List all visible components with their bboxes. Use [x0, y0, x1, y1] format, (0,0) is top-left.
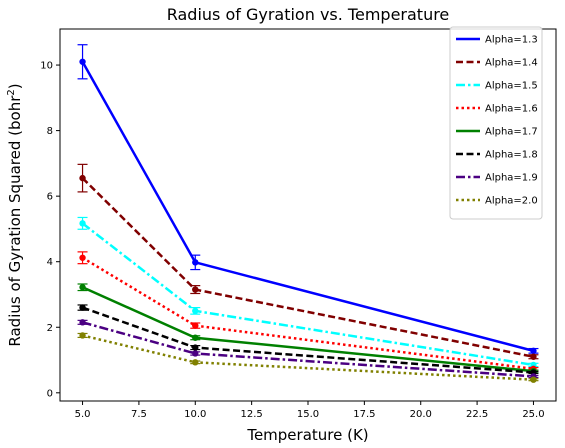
x-tick-label: 15.0: [297, 409, 319, 420]
x-tick-label: 17.5: [353, 409, 375, 420]
y-tick-label: 2: [47, 323, 53, 334]
y-axis-label-main: Radius of Gyration Squared (bohr: [6, 95, 24, 347]
series-7: [77, 319, 539, 380]
series-layer: [77, 44, 539, 383]
legend-label: Alpha=1.9: [485, 173, 538, 184]
series-2: [77, 163, 539, 360]
data-point: [530, 376, 537, 383]
y-axis-label: Radius of Gyration Squared (bohr2): [6, 83, 24, 346]
legend-label: Alpha=1.8: [485, 150, 538, 161]
data-point: [192, 350, 199, 357]
data-point: [192, 307, 199, 315]
y-tick-label: 0: [47, 388, 53, 399]
x-tick-label: 10.0: [184, 409, 206, 420]
legend-label: Alpha=1.4: [485, 58, 538, 69]
data-point: [192, 286, 199, 293]
data-point: [530, 347, 537, 355]
data-point: [79, 254, 86, 261]
x-tick-label: 5.0: [75, 409, 91, 420]
y-tick-label: 6: [47, 192, 53, 203]
chart-title: Radius of Gyration vs. Temperature: [167, 5, 450, 24]
x-axis-label: Temperature (K): [246, 426, 368, 444]
legend: Alpha=1.3 Alpha=1.4 Alpha=1.5 Alpha=1.6 Alph…: [449, 26, 543, 220]
data-point: [79, 58, 86, 65]
data-point: [192, 344, 199, 351]
legend-label: Alpha=1.6: [485, 104, 538, 115]
legend-label: Alpha=1.7: [485, 127, 538, 138]
series-1: [77, 44, 539, 355]
series-line: [82, 321, 534, 378]
y-tick-label: 10: [40, 61, 53, 72]
legend-label: Alpha=1.3: [485, 35, 538, 46]
x-axis: 5.0 7.5 10.0 12.5 15.0 17.5 20.0 22.5 25.0: [75, 401, 545, 420]
series-line: [81, 256, 534, 371]
x-tick-label: 12.5: [241, 409, 263, 420]
x-tick-label: 22.5: [466, 409, 488, 420]
y-axis: 0 2 4 6 8 10: [40, 61, 60, 399]
data-point: [79, 319, 86, 326]
data-point: [79, 332, 86, 339]
data-point: [79, 174, 86, 182]
data-point: [192, 359, 199, 366]
y-tick-label: 8: [47, 126, 53, 137]
legend-frame: [449, 26, 543, 220]
x-tick-label: 20.0: [410, 409, 432, 420]
x-tick-label: 7.5: [131, 409, 147, 420]
data-point: [79, 304, 86, 311]
y-axis-label-sup: 2: [6, 89, 17, 95]
x-tick-label: 25.0: [522, 409, 544, 420]
y-tick-label: 4: [47, 257, 53, 268]
y-axis-label-end: ): [6, 83, 24, 89]
series-8: [77, 332, 539, 383]
data-point: [192, 259, 199, 266]
series-6: [77, 304, 539, 376]
data-point: [192, 334, 199, 341]
data-point: [530, 353, 537, 360]
data-point: [192, 322, 199, 329]
data-point: [79, 284, 86, 291]
legend-label: Alpha=2.0: [485, 196, 538, 207]
legend-label: Alpha=1.5: [485, 81, 538, 92]
data-point: [79, 220, 86, 227]
